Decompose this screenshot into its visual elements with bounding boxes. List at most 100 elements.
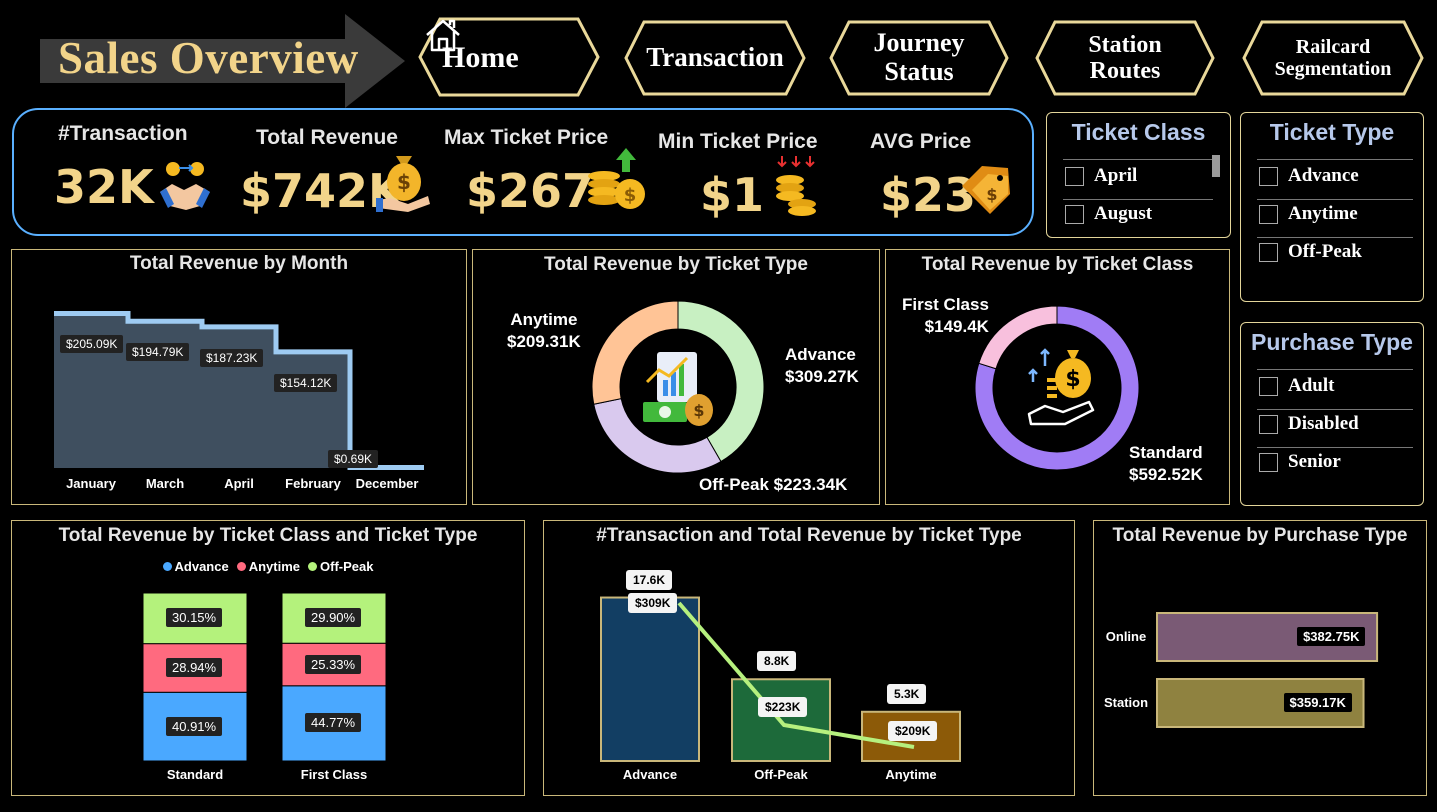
checkbox[interactable] — [1259, 414, 1278, 434]
data-label: 25.33% — [305, 654, 362, 674]
chart-title: #Transaction and Total Revenue by Ticket… — [596, 525, 1022, 546]
nav-railcard-segmentation-button[interactable]: Railcard Segmentation — [1242, 20, 1424, 96]
data-label: 44.77% — [305, 713, 362, 733]
donut-slice — [978, 305, 1058, 370]
donut-slice — [591, 300, 679, 405]
donut-slice — [974, 305, 1140, 471]
stacked-bar-plot — [142, 592, 387, 762]
ticket-class-option[interactable]: August — [1065, 203, 1152, 225]
nav-station-routes-button[interactable]: Station Routes — [1035, 20, 1215, 96]
chart-title: Total Revenue by Month — [129, 253, 349, 274]
slicer-divider — [1257, 369, 1413, 370]
checkbox[interactable] — [1259, 376, 1278, 396]
checkbox[interactable] — [1259, 242, 1278, 262]
slicer-divider — [1063, 199, 1213, 200]
x-tick-label: Anytime — [885, 767, 937, 782]
kpi-revenue-label: Total Revenue — [256, 126, 398, 149]
purchase-type-slicer-title: Purchase Type — [1251, 329, 1413, 355]
data-label: 29.90% — [305, 608, 362, 628]
ticket-type-option[interactable]: Off-Peak — [1259, 241, 1362, 263]
month-area-plot — [54, 310, 424, 470]
x-tick-label: January — [66, 476, 116, 491]
revenue-by-class-and-type-chart: Total Revenue by Ticket Class and Ticket… — [11, 520, 525, 796]
nav-transaction-button[interactable]: Transaction — [624, 20, 806, 96]
ticket-type-slicer: Ticket Type Advance Anytime Off-Peak — [1240, 112, 1424, 302]
x-tick-label: December — [355, 476, 419, 491]
line-data-label: $309K — [628, 593, 678, 613]
y-tick-label: Station — [1103, 695, 1149, 710]
purchase-type-option[interactable]: Adult — [1259, 375, 1334, 397]
nav-home-button[interactable]: Home — [418, 17, 600, 97]
nav-journey-status-button[interactable]: Journey Status — [829, 20, 1009, 96]
coins-down-icon — [776, 156, 816, 216]
ticket-type-option[interactable]: Advance — [1259, 165, 1359, 187]
kpi-min-price-value: $1 — [700, 168, 765, 222]
x-tick-label: March — [145, 476, 185, 491]
x-tick-label: February — [285, 476, 341, 491]
option-label: Anytime — [1288, 203, 1358, 224]
option-label: Disabled — [1288, 413, 1359, 434]
ticket-type-option[interactable]: Anytime — [1259, 203, 1358, 225]
svg-text:$: $ — [986, 185, 997, 204]
transaction-and-revenue-chart: #Transaction and Total Revenue by Ticket… — [543, 520, 1075, 796]
ticket-class-slicer: Ticket Class April August — [1046, 112, 1231, 238]
svg-text:$: $ — [1065, 367, 1080, 392]
revenue-by-ticket-class-chart: Total Revenue by Ticket Class Standard $… — [885, 249, 1230, 505]
kpi-avg-price-label: AVG Price — [870, 130, 972, 153]
slicer-scrollbar[interactable] — [1212, 155, 1220, 177]
slice-label: Anytime $209.31K — [507, 310, 581, 352]
area-line — [54, 310, 424, 470]
checkbox[interactable] — [1065, 204, 1084, 224]
ticket-type-slicer-title: Ticket Type — [1269, 119, 1395, 145]
nav-journey-status-label: Journey Status — [873, 28, 965, 86]
checkbox[interactable] — [1259, 166, 1278, 186]
data-label: 40.91% — [166, 716, 223, 736]
home-icon — [426, 19, 460, 52]
slicer-divider — [1257, 447, 1413, 448]
svg-text:$: $ — [693, 401, 704, 420]
chart-title: Total Revenue by Ticket Class and Ticket… — [58, 525, 478, 546]
y-tick-label: Online — [1105, 629, 1147, 644]
data-label: 28.94% — [166, 657, 223, 677]
slice-label: Off-Peak $223.34K — [699, 475, 848, 494]
option-label: August — [1094, 203, 1153, 224]
nav-railcard-segmentation-label: Railcard Segmentation — [1274, 36, 1392, 80]
kpi-min-price-label: Min Ticket Price — [658, 130, 818, 153]
checkbox[interactable] — [1259, 204, 1278, 224]
option-label: Off-Peak — [1288, 241, 1362, 262]
svg-text:$: $ — [624, 185, 637, 206]
purchase-type-option[interactable]: Disabled — [1259, 413, 1359, 435]
chart-title: Total Revenue by Purchase Type — [1112, 525, 1408, 546]
kpi-max-price-value: $267 — [466, 164, 595, 218]
slicer-divider — [1257, 237, 1413, 238]
revenue-by-month-chart: Total Revenue by Month $205.09K January $1… — [11, 249, 467, 505]
page-title: Sales Overview — [58, 33, 359, 83]
data-label: 30.15% — [166, 608, 223, 628]
x-tick-label: April — [224, 476, 254, 491]
option-label: April — [1094, 165, 1138, 186]
ticket-type-donut — [591, 300, 765, 474]
revenue-by-purchase-type-chart: Total Revenue by Purchase Type $382.75K O… — [1093, 520, 1427, 796]
data-label: $187.23K — [200, 348, 264, 367]
checkbox[interactable] — [1259, 452, 1278, 472]
svg-text:$: $ — [397, 170, 411, 194]
handshake-icon — [160, 162, 210, 210]
data-label: $194.79K — [126, 343, 190, 362]
data-label: $0.69K — [328, 450, 379, 468]
ticket-class-option[interactable]: April — [1065, 165, 1137, 187]
checkbox[interactable] — [1065, 166, 1084, 186]
revenue-line — [677, 601, 915, 749]
slice-label: Advance $309.27K — [785, 345, 859, 387]
title-arrow-banner — [40, 14, 405, 108]
x-tick-label: First Class — [300, 767, 368, 782]
bar-data-label: $359.17K — [1283, 693, 1352, 712]
kpi-card-group: #Transaction 32K Total Revenue $742K $ M… — [12, 108, 1034, 236]
legend-item: Off-Peak — [308, 559, 373, 574]
purchase-type-option[interactable]: Senior — [1259, 451, 1341, 473]
coins-up-icon: $ — [588, 148, 645, 209]
bar-data-label: 8.8K — [757, 651, 797, 672]
option-label: Advance — [1288, 165, 1359, 186]
kpi-transaction-value: 32K — [54, 160, 154, 214]
x-tick-label: Standard — [166, 767, 224, 782]
chart-title: Total Revenue by Ticket Class — [921, 254, 1194, 275]
